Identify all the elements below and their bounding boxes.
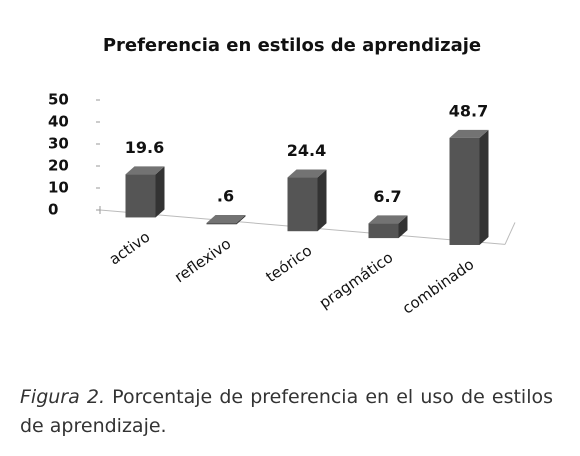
y-tick-label: 10 [48, 179, 69, 197]
y-tick-label: 0 [48, 201, 58, 219]
caption-text: Porcentaje de preferencia en el uso de e… [20, 386, 554, 437]
bar [287, 169, 327, 232]
bar-side [236, 215, 246, 225]
x-tick-label: activo [106, 228, 154, 269]
chart: Preferencia en estilos de aprendizaje 0 1… [48, 35, 516, 318]
bar-front [449, 137, 480, 245]
x-tick-label: combinado [399, 255, 477, 317]
bar [125, 166, 165, 218]
value-label: 48.7 [449, 101, 488, 120]
bar-side [317, 169, 327, 232]
value-label: 6.7 [373, 187, 401, 206]
value-label: 24.4 [287, 141, 326, 160]
caption: Figura 2. Porcentaje de preferencia en e… [20, 383, 553, 441]
value-label: .6 [217, 187, 234, 206]
bar-front [368, 223, 399, 239]
bar-side [398, 215, 408, 239]
bar-side [479, 129, 489, 245]
bar-front [125, 174, 156, 218]
axis-line [504, 222, 516, 245]
bar-top [368, 215, 408, 224]
bar-top [125, 166, 165, 175]
caption-label: Figura 2. [20, 386, 106, 408]
bar [206, 215, 246, 225]
y-tick-label: 50 [48, 91, 69, 109]
bar-top [287, 169, 327, 178]
x-tick-label: teórico [262, 241, 315, 286]
bar [449, 129, 489, 245]
bar [368, 215, 408, 239]
y-tick-label: 30 [48, 135, 69, 153]
x-tick-label: pragmático [316, 248, 397, 312]
value-label: 19.6 [125, 138, 164, 157]
y-tick-label: 40 [48, 113, 69, 131]
y-tick-label: 20 [48, 157, 69, 175]
bar-side [155, 166, 165, 218]
bar-top [449, 129, 489, 138]
bar-front [287, 177, 318, 232]
chart-title: Preferencia en estilos de aprendizaje [103, 35, 481, 56]
x-tick-label: reflexivo [171, 235, 234, 287]
bar-front [206, 223, 237, 225]
bar-top [206, 215, 246, 224]
